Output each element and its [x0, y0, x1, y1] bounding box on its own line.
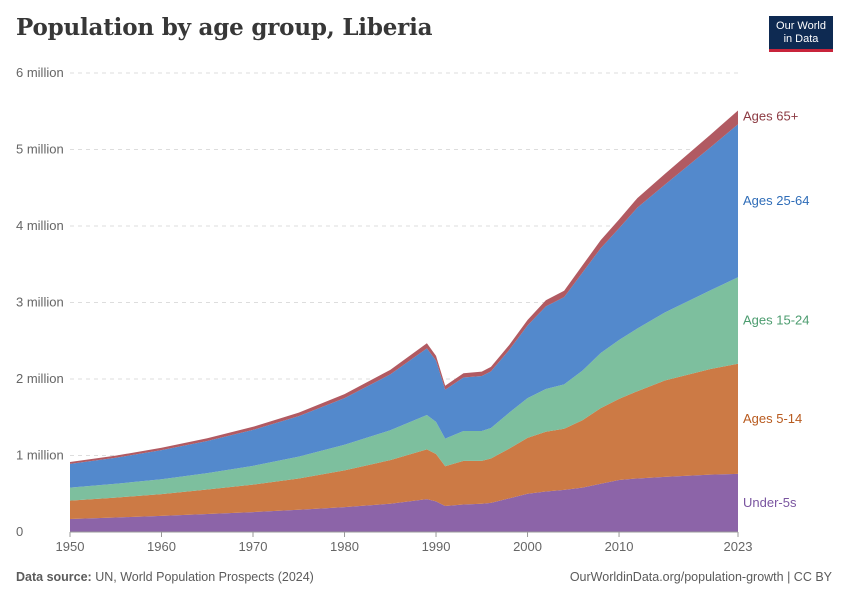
- x-tick-label-7: 2023: [724, 539, 753, 554]
- x-tick-label-2: 1970: [239, 539, 268, 554]
- x-tick-label-4: 1990: [422, 539, 451, 554]
- series-label-ages-25-64: Ages 25-64: [743, 193, 810, 208]
- area-ages-15-24: [70, 277, 738, 501]
- series-label-under-5s: Under-5s: [743, 495, 797, 510]
- y-tick-label-1: 1 million: [16, 448, 64, 463]
- logo-line-2: in Data: [783, 33, 819, 45]
- area-under-5s: [70, 473, 738, 532]
- source-url-link[interactable]: OurWorldinData.org/population-growth | C…: [569, 570, 832, 584]
- x-tick-label-1: 1960: [147, 539, 176, 554]
- series-label-ages-15-24: Ages 15-24: [743, 312, 810, 327]
- area-ages-25-64: [70, 124, 738, 488]
- y-tick-label-0: 0: [16, 524, 23, 539]
- data-source-label: Data source:: [16, 570, 92, 584]
- series-label-ages-5-14: Ages 5-14: [743, 411, 802, 426]
- owid-logo[interactable]: Our World in Data: [769, 16, 833, 52]
- x-tick-label-3: 1980: [330, 539, 359, 554]
- y-tick-label-6: 6 million: [16, 65, 64, 80]
- data-source-text: UN, World Population Prospects (2024): [95, 570, 314, 584]
- logo-line-1: Our World: [776, 20, 826, 32]
- area-ages-5-14: [70, 363, 738, 519]
- page-title: Population by age group, Liberia: [16, 14, 433, 41]
- data-source: Data source: UN, World Population Prospe…: [16, 570, 314, 584]
- x-tick-label-0: 1950: [56, 539, 85, 554]
- x-tick-label-6: 2010: [605, 539, 634, 554]
- y-tick-label-2: 2 million: [16, 371, 64, 386]
- y-tick-label-5: 5 million: [16, 142, 64, 157]
- x-tick-label-5: 2000: [513, 539, 542, 554]
- series-label-ages-65-: Ages 65+: [743, 108, 798, 123]
- y-tick-label-4: 4 million: [16, 218, 64, 233]
- y-tick-label-3: 3 million: [16, 295, 64, 310]
